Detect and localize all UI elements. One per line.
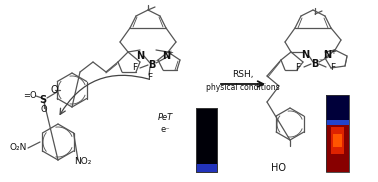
Text: N: N	[323, 50, 331, 60]
Text: B: B	[148, 60, 156, 70]
Text: =O: =O	[23, 92, 37, 100]
Text: S: S	[39, 95, 46, 105]
Bar	[326, 95, 349, 172]
Text: F: F	[132, 64, 138, 72]
Text: F: F	[330, 62, 336, 72]
Text: HO: HO	[271, 163, 285, 173]
Text: F: F	[296, 62, 301, 72]
Text: N: N	[301, 50, 309, 60]
Text: PeT: PeT	[157, 114, 173, 122]
Text: B: B	[311, 59, 319, 69]
Bar	[331, 127, 344, 154]
Bar	[326, 120, 349, 125]
Text: physical conditions: physical conditions	[206, 84, 280, 92]
Text: O₂N: O₂N	[9, 143, 27, 153]
Text: F: F	[147, 74, 153, 82]
Text: ⁻: ⁻	[318, 58, 322, 64]
Text: N: N	[136, 51, 144, 61]
Bar	[196, 108, 217, 172]
Text: +: +	[167, 50, 173, 56]
Text: RSH,: RSH,	[232, 70, 254, 80]
Text: ⁻: ⁻	[154, 59, 158, 65]
Text: O: O	[50, 85, 58, 95]
Bar	[196, 108, 217, 172]
Text: +: +	[330, 49, 336, 55]
Text: NO₂: NO₂	[74, 157, 92, 167]
Text: O: O	[41, 106, 47, 114]
Bar	[326, 95, 349, 122]
Bar	[326, 124, 349, 172]
Bar	[196, 164, 217, 172]
Bar	[333, 134, 342, 147]
Text: N: N	[162, 51, 170, 61]
Text: e⁻: e⁻	[160, 126, 170, 134]
